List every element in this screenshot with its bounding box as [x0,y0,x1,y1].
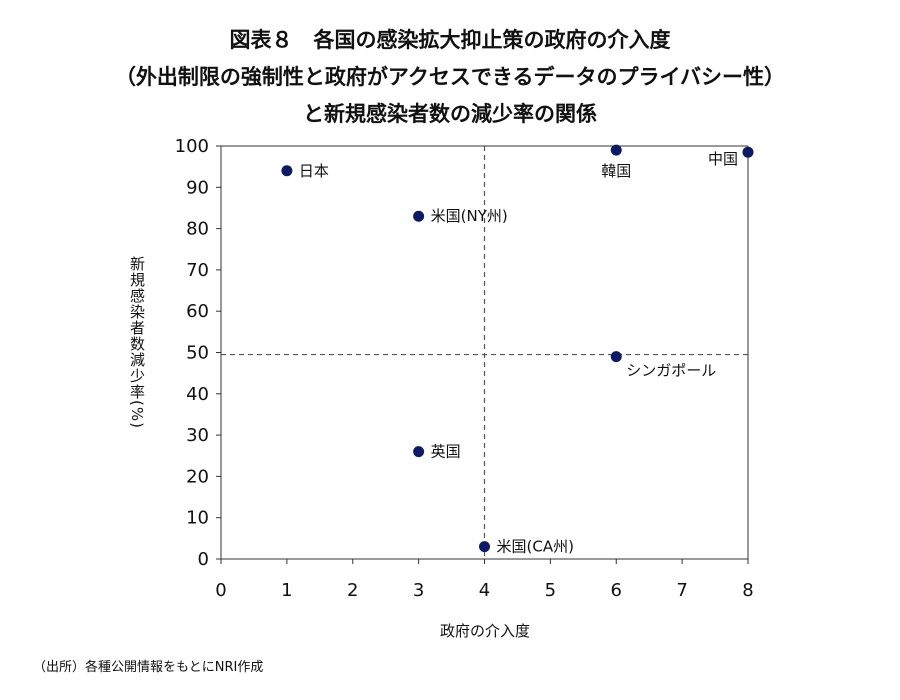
x-tick-label: 7 [676,580,687,601]
x-tick-label: 1 [281,580,292,601]
x-tick-label: 0 [215,580,226,601]
y-tick-label: 80 [186,219,209,240]
y-tick-label: 30 [186,425,209,446]
data-point [610,351,622,363]
y-tick-label: 0 [198,549,209,570]
x-tick-label: 2 [347,580,358,601]
data-point [479,541,490,553]
data-point [610,144,622,156]
data-point [413,446,425,458]
y-tick-label: 100 [175,136,209,157]
title-line-3: と新規感染者数の減少率の関係 [303,102,597,126]
x-tick-label: 8 [742,580,753,601]
chart-title: 図表８ 各国の感染拡大抑止策の政府の介入度 （外出制限の強制性と政府がアクセスで… [0,22,900,133]
data-point-label: 中国 [708,150,738,168]
y-tick-label: 90 [186,177,209,198]
data-point-label: 日本 [299,162,329,180]
title-line-2: （外出制限の強制性と政府がアクセスできるデータのプライバシー性） [114,65,786,89]
y-tick-label: 40 [186,384,209,405]
data-point [742,146,754,158]
data-point-label: 英国 [431,443,461,461]
y-tick-label: 60 [186,301,209,322]
x-tick-label: 3 [413,580,424,601]
x-axis-title: 政府の介入度 [439,622,530,640]
x-tick-label: 4 [479,580,490,601]
data-point [413,210,425,222]
title-line-1: 図表８ 各国の感染拡大抑止策の政府の介入度 [229,28,671,52]
x-tick-label: 6 [611,580,622,601]
y-tick-label: 50 [186,343,209,364]
data-point-label: 米国(NY州) [431,207,508,225]
y-tick-label: 10 [186,508,209,529]
tick-labels: 0 10 20 30 40 50 60 70 80 90 100 0 1 2 3 4 5 6 7 8 [175,136,754,601]
x-tick-label: 5 [545,580,556,601]
y-tick-label: 20 [186,466,209,487]
y-axis-title: 新規感染者数減少率(%) [128,256,146,429]
y-tick-label: 70 [186,260,209,281]
data-point [281,165,293,177]
reference-lines [221,146,748,559]
data-point-label: シンガポール [626,362,716,380]
source-note: （出所）各種公開情報をもとにNRI作成 [33,660,264,675]
data-point-label: 韓国 [601,162,631,180]
data-point-label: 米国(CA州) [497,538,574,556]
